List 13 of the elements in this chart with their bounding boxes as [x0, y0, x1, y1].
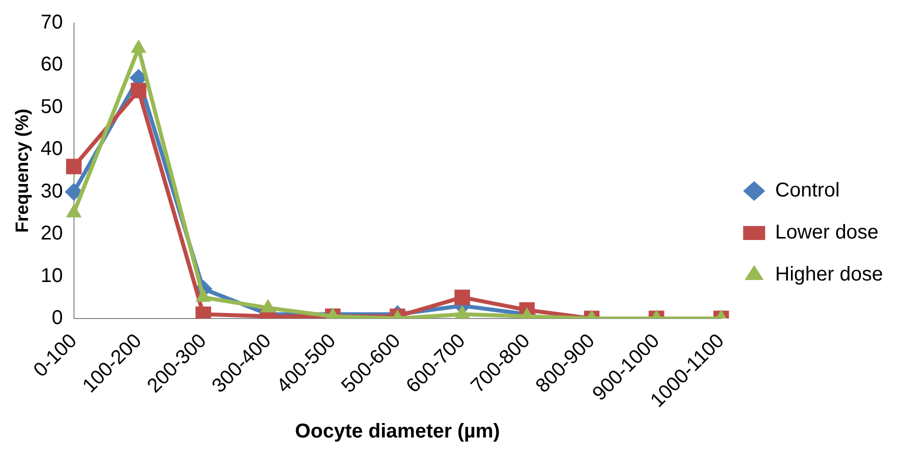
- x-axis-title: Oocyte diameter (µm): [295, 420, 500, 443]
- y-tick-label: 70: [40, 12, 63, 34]
- y-tick-label: 30: [40, 180, 63, 202]
- y-tick-label: 20: [40, 222, 63, 245]
- legend-label: Higher dose: [775, 264, 883, 286]
- y-tick-label: 10: [40, 264, 63, 287]
- y-tick-label: 0: [52, 306, 63, 329]
- legend-label: Lower dose: [775, 222, 879, 244]
- legend-label: Control: [775, 180, 840, 202]
- y-tick-label: 60: [40, 54, 63, 76]
- y-tick-label: 40: [40, 138, 63, 160]
- y-axis-title: Frequency (%): [12, 108, 32, 233]
- y-tick-label: 50: [40, 96, 63, 118]
